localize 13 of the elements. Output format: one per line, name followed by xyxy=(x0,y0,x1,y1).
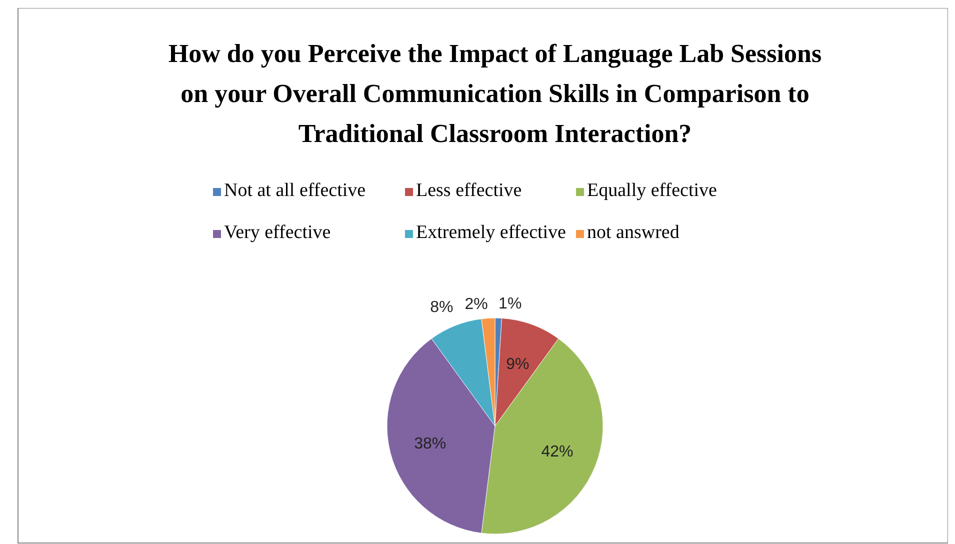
legend-label: Equally effective xyxy=(587,180,717,201)
data-label: 38% xyxy=(414,436,446,453)
legend-label: Very effective xyxy=(224,222,331,243)
data-label: 9% xyxy=(506,356,530,373)
data-label: 42% xyxy=(541,444,574,461)
legend-label: Less effective xyxy=(416,180,522,201)
legend-label: Extremely effective xyxy=(416,222,566,243)
data-label: 8% xyxy=(430,299,454,316)
legend-label: Not at all effective xyxy=(224,180,366,201)
data-label: 1% xyxy=(498,296,522,313)
data-label: 2% xyxy=(464,296,488,313)
legend-label: not answred xyxy=(587,222,680,243)
chart-title: How do you Perceive the Impact of Language Lab Sessions on your Overall Communication Skills in Comparison to Traditional Classroom Interaction? xyxy=(168,39,822,148)
